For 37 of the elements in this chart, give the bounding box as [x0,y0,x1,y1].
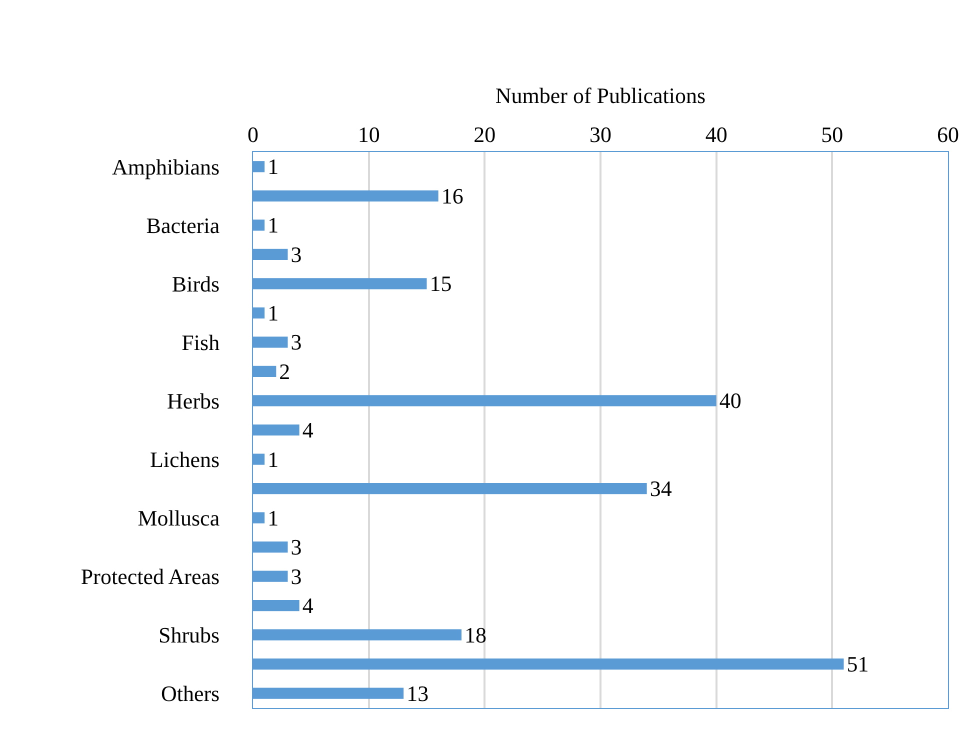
data-label: 1 [268,446,279,472]
y-tick-label: Others [160,681,220,706]
y-tick-label: Shrubs [158,622,220,648]
x-tick-label: 0 [248,122,258,148]
x-tick-label: 30 [590,122,612,148]
data-label: 13 [406,680,429,706]
data-label: 18 [464,622,486,648]
y-tick-label: Protected Areas [80,564,220,590]
x-tick-label: 60 [937,122,959,148]
data-label: 1 [268,154,279,180]
data-label: 1 [268,212,279,238]
data-label: 1 [268,300,279,326]
data-label: 3 [290,534,302,560]
data-label: 3 [290,242,302,267]
data-label: 51 [846,652,869,677]
y-tick-label: Lichens [150,446,220,472]
data-label: 40 [719,388,742,414]
x-tick-label: 40 [705,122,728,148]
data-label: 16 [441,183,464,208]
data-label: 3 [290,330,302,355]
x-tick-label: 10 [358,122,380,148]
data-label: 2 [279,358,290,384]
y-tick-label: Mollusca [138,505,220,530]
y-tick-label: Bacteria [146,212,220,238]
y-tick-label: Birds [172,271,220,296]
data-label: 4 [302,593,314,618]
data-label: 15 [430,271,452,296]
y-tick-label: Fish [182,330,220,355]
data-label: 3 [290,564,302,589]
data-label: 1 [268,505,279,530]
x-tick-label: 20 [474,122,496,148]
data-label: 34 [650,476,672,502]
y-tick-label: Amphibians [112,154,220,180]
y-tick-label: Herbs [167,388,220,414]
x-axis-title: Number of Publications [495,83,706,108]
data-label: 4 [302,418,314,442]
x-tick-label: 50 [821,122,844,148]
